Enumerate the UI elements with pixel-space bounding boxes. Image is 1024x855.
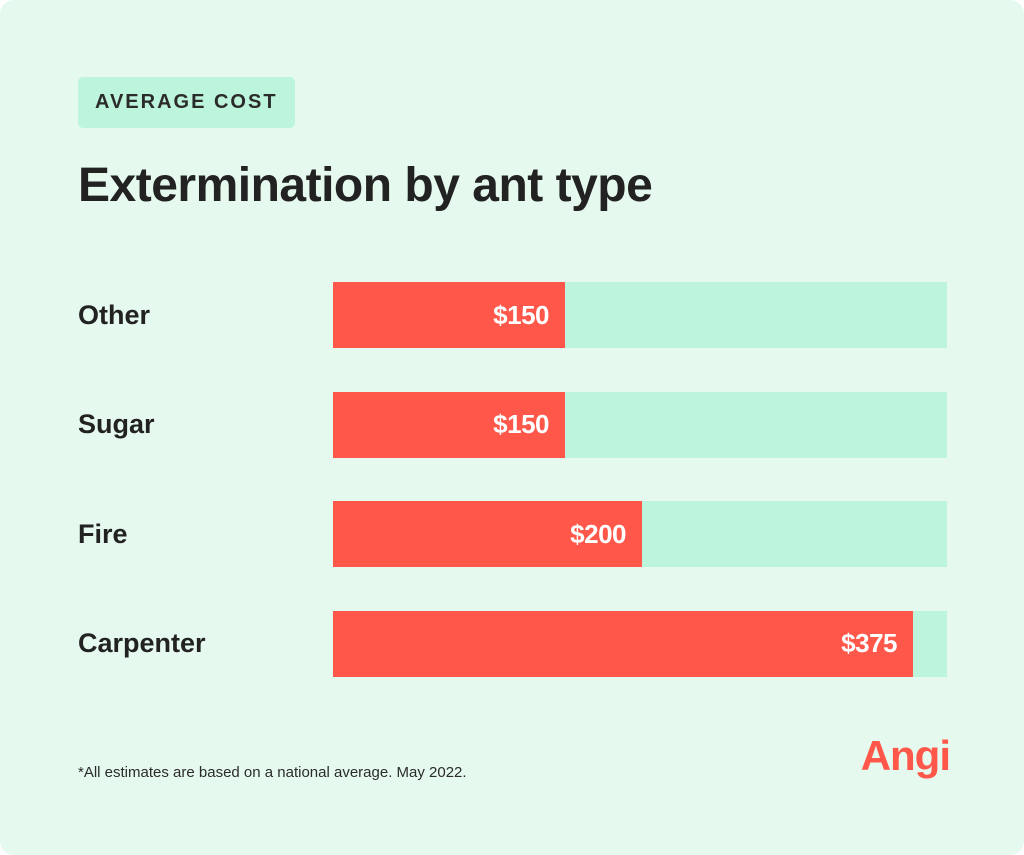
angi-logo-text: Angi xyxy=(860,732,951,779)
angi-logo: Angi xyxy=(860,732,951,780)
category-label: Carpenter xyxy=(78,628,206,658)
bar-row: Carpenter $375 xyxy=(0,610,1024,677)
value-label: $150 xyxy=(493,299,549,330)
bar-row: Fire $200 xyxy=(0,501,1024,567)
average-cost-tag: AVERAGE COST xyxy=(78,77,295,128)
footnote: *All estimates are based on a national a… xyxy=(78,764,467,781)
bar-track: $200 xyxy=(333,501,947,567)
value-label: $200 xyxy=(570,518,626,549)
category-label: Other xyxy=(78,299,151,330)
bar-track: $150 xyxy=(333,282,947,348)
bar-track: $375 xyxy=(333,610,947,677)
value-label: $375 xyxy=(841,628,897,658)
bar-row: Other $150 xyxy=(0,282,1024,348)
bar-row: Sugar $150 xyxy=(0,391,1024,458)
bar: $150 xyxy=(333,282,565,348)
bar: $375 xyxy=(333,610,913,677)
category-label: Sugar xyxy=(78,409,155,439)
category-label: Fire xyxy=(78,518,128,549)
value-label: $150 xyxy=(493,409,549,439)
chart-title: Extermination by ant type xyxy=(78,159,653,212)
bar-track: $150 xyxy=(333,391,947,458)
bar: $150 xyxy=(333,391,565,458)
bar: $200 xyxy=(333,501,642,567)
